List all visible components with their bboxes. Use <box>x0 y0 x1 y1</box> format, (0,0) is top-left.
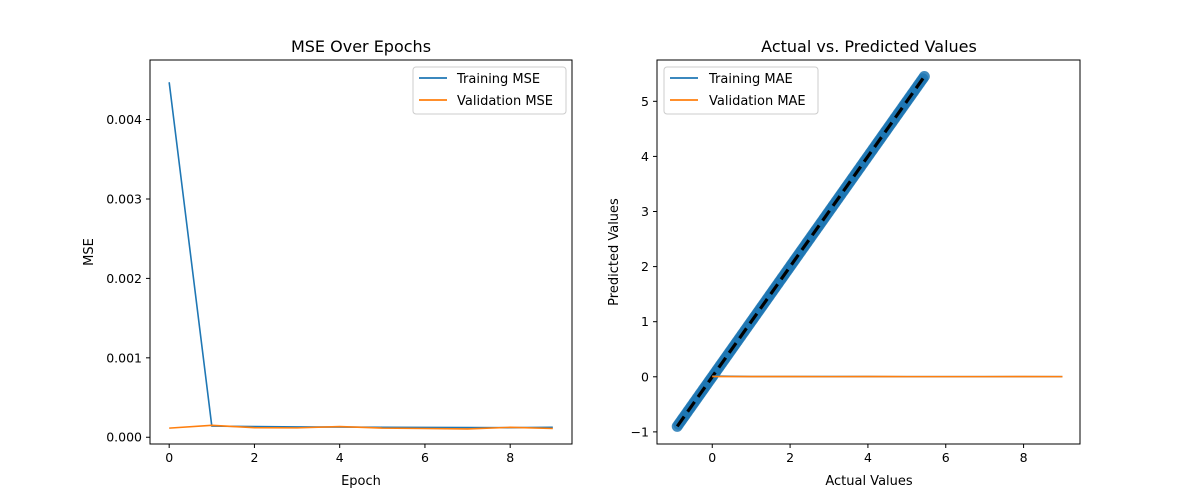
chart2-legend-box <box>663 66 819 115</box>
chart1-title: MSE Over Epochs <box>291 37 431 56</box>
chart1-legend-label-training: Training MSE <box>456 72 540 87</box>
chart1-xtick-label: 4 <box>336 450 344 465</box>
chart1-xtick-label: 0 <box>165 450 173 465</box>
chart1-ylabel: MSE <box>82 238 97 266</box>
chart-actual-vs-predicted: Actual vs. Predicted Values 0 2 4 6 8 −1 0 1 2 3 4… <box>607 37 1081 489</box>
chart2-legend: Training MAE Validation MAE <box>663 66 819 115</box>
chart2-title: Actual vs. Predicted Values <box>761 37 977 56</box>
chart2-xtick-label: 6 <box>942 450 950 465</box>
chart1-legend-label-validation: Validation MSE <box>457 94 553 109</box>
chart1-ytick-label: 0.000 <box>106 430 142 445</box>
chart2-ytick-label: 4 <box>641 149 649 164</box>
chart1-xtick-label: 8 <box>506 450 514 465</box>
chart1-legend: Training MSE Validation MSE <box>412 66 567 115</box>
chart1-xtick-label: 6 <box>421 450 429 465</box>
chart2-xtick-label: 4 <box>864 450 872 465</box>
chart2-ytick-label: −1 <box>631 424 649 439</box>
chart1-plot-area <box>150 60 572 444</box>
chart1-ytick-label: 0.003 <box>106 191 142 206</box>
chart2-ytick-label: 2 <box>641 259 649 274</box>
chart1-ytick-label: 0.001 <box>106 350 142 365</box>
chart2-legend-label-training: Training MAE <box>708 72 793 87</box>
chart2-ytick-label: 0 <box>641 369 649 384</box>
chart2-plot-area <box>657 60 1080 444</box>
chart2-xlabel: Actual Values <box>825 474 913 489</box>
chart2-xtick-label: 0 <box>708 450 716 465</box>
chart1-xtick-label: 2 <box>250 450 258 465</box>
chart-mse-over-epochs: MSE Over Epochs 0 2 4 6 8 0.000 0.001 0.002 0.00… <box>82 37 573 489</box>
chart1-ytick-label: 0.004 <box>106 112 142 127</box>
chart2-ytick-label: 1 <box>641 314 649 329</box>
chart1-series-validation-mse <box>169 424 553 430</box>
chart1-legend-box <box>412 66 567 115</box>
chart1-ytick-label: 0.002 <box>106 271 142 286</box>
chart1-frame <box>149 59 573 445</box>
chart2-xtick-label: 2 <box>786 450 794 465</box>
chart2-legend-label-validation: Validation MAE <box>709 94 806 109</box>
chart2-frame <box>656 59 1081 445</box>
chart2-ytick-label: 5 <box>641 94 649 109</box>
chart2-ylabel: Predicted Values <box>607 198 622 306</box>
chart2-xtick-label: 8 <box>1020 450 1028 465</box>
chart2-ytick-label: 3 <box>641 204 649 219</box>
chart1-xlabel: Epoch <box>341 474 381 489</box>
